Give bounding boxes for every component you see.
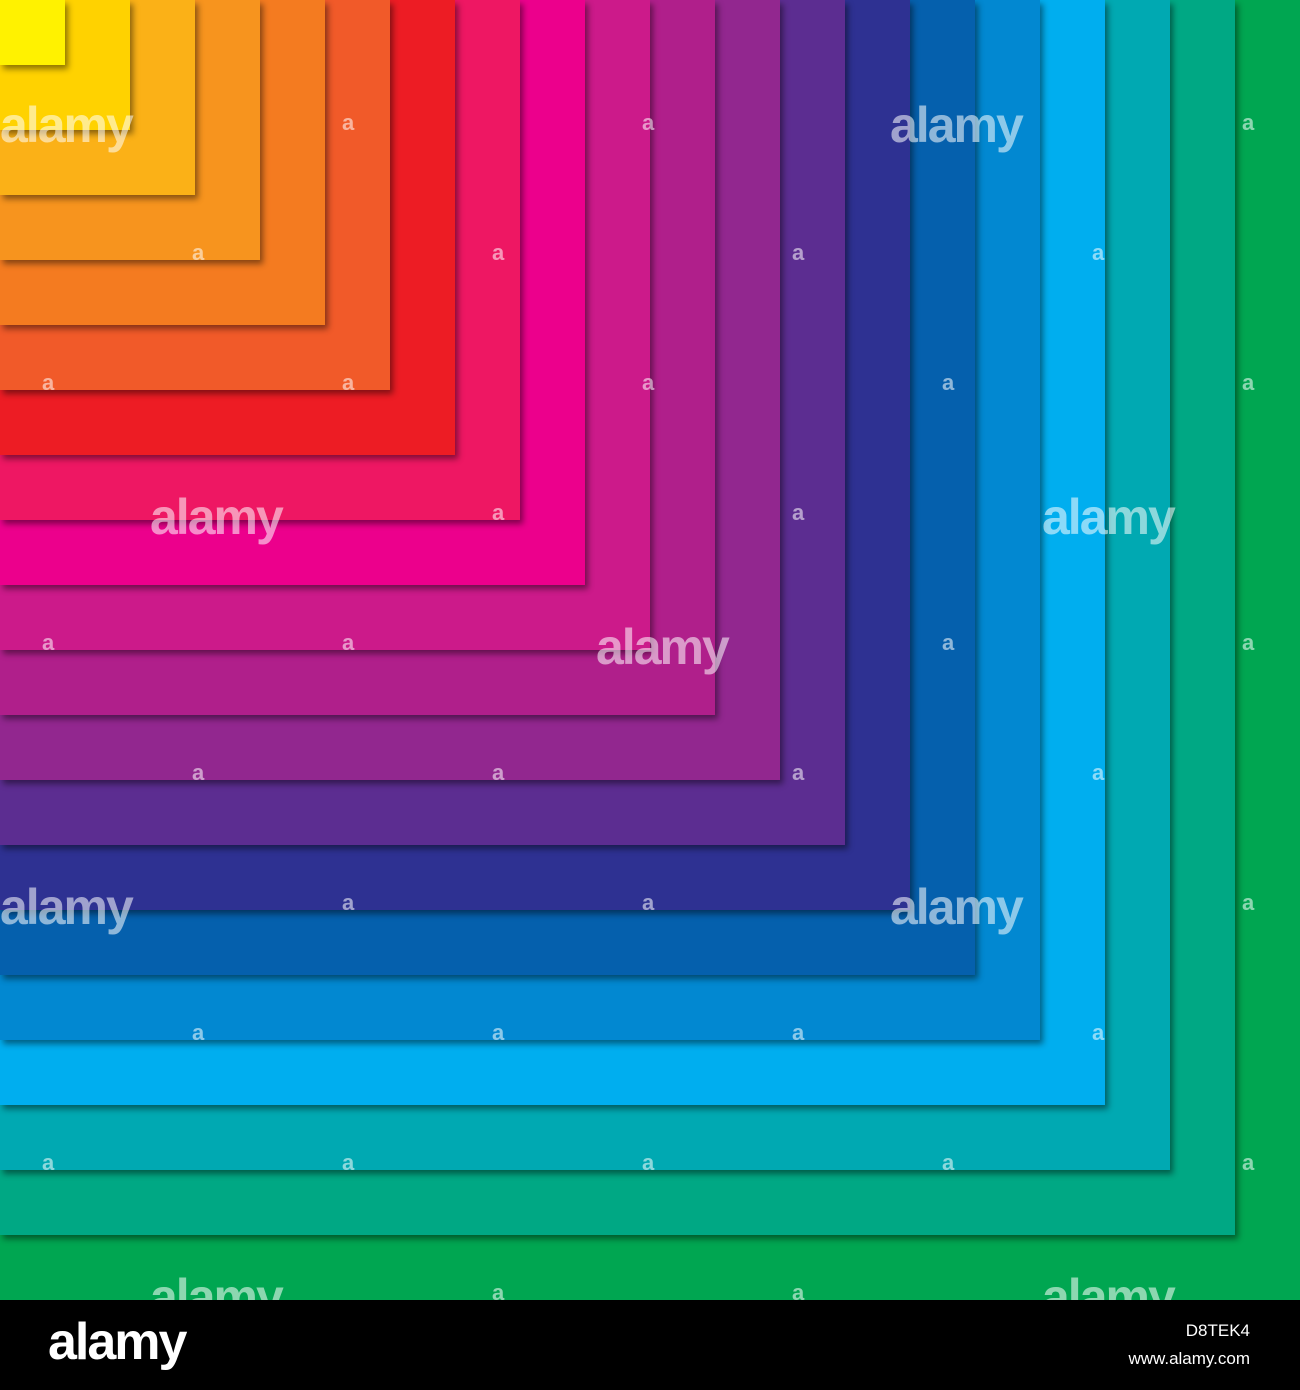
site-url: www.alamy.com (1128, 1349, 1250, 1368)
color-stripe (0, 0, 65, 65)
stock-photo-footer: alamy D8TEK4 www.alamy.com (0, 1300, 1300, 1390)
rainbow-corner-artwork: alamy alamy alamy alamy alamy alamy alamy alamy… (0, 0, 1300, 1300)
watermark-mark: a (1242, 110, 1255, 135)
watermark-mark: a (1242, 1150, 1255, 1175)
watermark-mark: a (1242, 370, 1255, 395)
watermark-mark: a (492, 1280, 505, 1301)
image-id: D8TEK4 (1185, 1321, 1250, 1340)
watermark-text: alamy (1042, 1269, 1176, 1300)
alamy-logo: alamy (48, 1313, 187, 1371)
watermark-mark: a (1242, 890, 1255, 915)
watermark-mark: a (1242, 630, 1255, 655)
watermark-mark: a (792, 1280, 805, 1301)
watermark-text: alamy (150, 1269, 284, 1300)
